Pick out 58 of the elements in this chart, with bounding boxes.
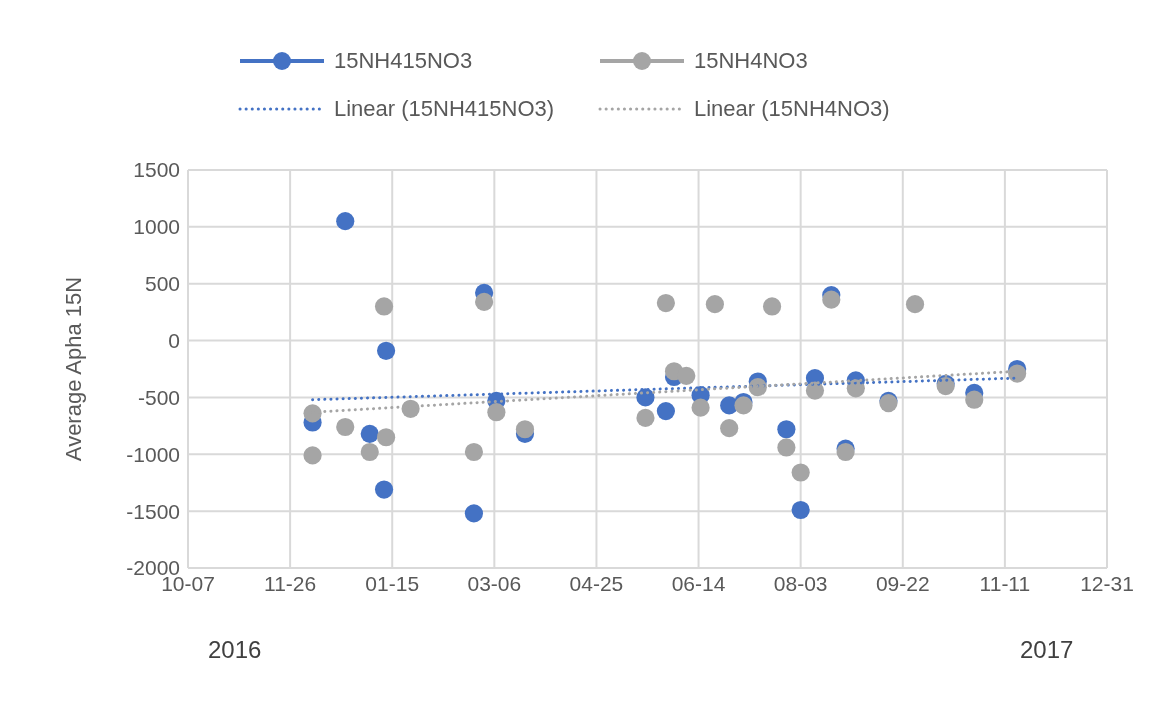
point [777, 420, 796, 439]
point [905, 295, 925, 314]
y-tick-label: 1000 [133, 215, 180, 239]
point [677, 366, 696, 385]
point [360, 424, 379, 443]
point [374, 297, 394, 316]
point [374, 480, 394, 499]
point [836, 442, 855, 462]
point [487, 403, 506, 422]
point [336, 212, 355, 231]
point [791, 500, 810, 520]
x-tick-label: 11-26 [264, 571, 317, 595]
point [303, 446, 322, 465]
y-tick-label: -1500 [126, 499, 180, 523]
x-tick-label: 03-06 [467, 571, 522, 595]
legend-label: 15NH4NO3 [694, 48, 808, 74]
point [360, 442, 379, 462]
x-tick-label: 04-25 [569, 571, 624, 595]
point [965, 390, 984, 409]
point [720, 419, 739, 438]
y-tick-label: -1000 [126, 442, 180, 466]
point [377, 341, 396, 360]
y-tick-label: -500 [137, 385, 180, 409]
point [515, 420, 535, 439]
x-tick-label: 01-15 [365, 571, 420, 595]
point [791, 463, 810, 482]
point [777, 438, 796, 457]
point [805, 381, 825, 400]
legend-label: 15NH415NO3 [334, 48, 473, 74]
point [822, 290, 841, 309]
x-tick-label: 11-11 [979, 571, 1031, 595]
y-tick-label: 0 [168, 329, 180, 353]
y-tick-label: 1500 [133, 158, 180, 182]
y-tick-label: 500 [144, 272, 180, 296]
text: 2017 [1020, 636, 1074, 664]
x-tick-label: 08-03 [773, 571, 828, 595]
point [656, 402, 675, 421]
x-tick-label: 12-31 [1080, 571, 1134, 595]
point [705, 295, 724, 314]
legend-label: Linear (15NH415NO3) [334, 96, 555, 122]
text: 2016 [208, 636, 262, 664]
x-tick-label: 09-22 [875, 571, 930, 595]
point [464, 442, 484, 462]
point [377, 428, 396, 447]
point [475, 292, 494, 311]
point [636, 408, 655, 427]
point [1008, 364, 1027, 383]
point [336, 417, 355, 437]
point [691, 398, 710, 417]
point [464, 504, 484, 523]
point [401, 399, 420, 418]
point [656, 293, 675, 313]
x-tick-label: 06-14 [671, 571, 726, 595]
legend-label: Linear (15NH4NO3) [694, 96, 890, 122]
y-axis-title: Average Apha 15N [60, 276, 86, 462]
point [734, 396, 753, 415]
point [762, 297, 782, 316]
point [303, 404, 322, 423]
